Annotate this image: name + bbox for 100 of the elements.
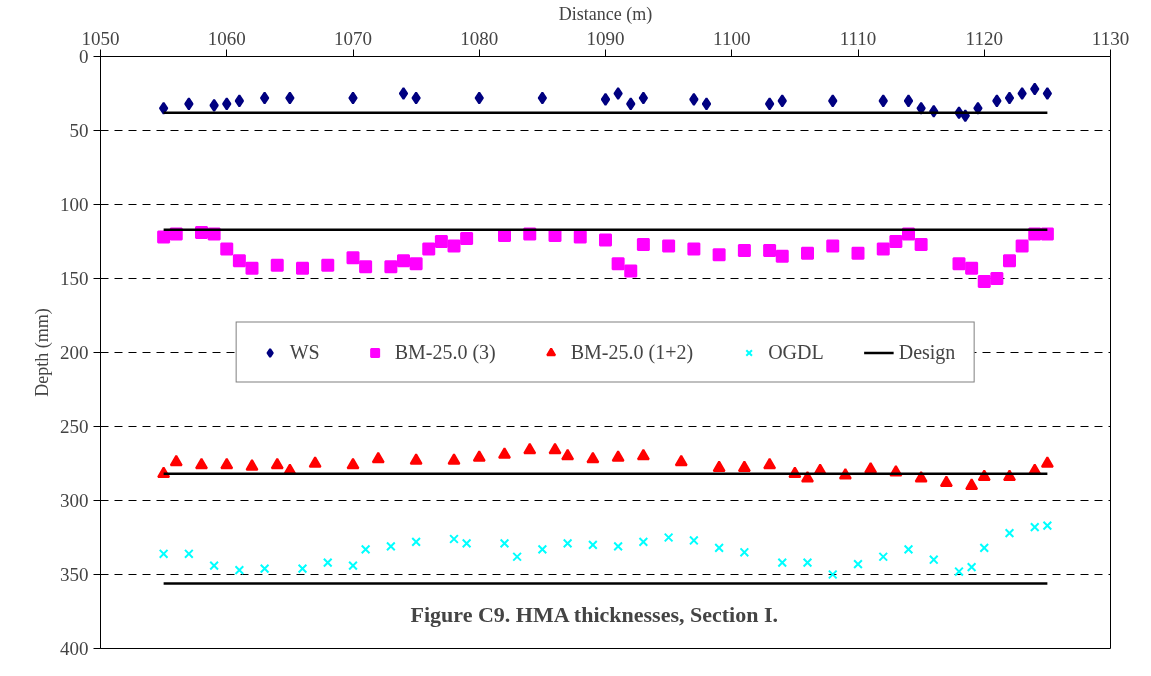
point [411, 91, 421, 105]
point [851, 246, 865, 260]
point [384, 260, 398, 274]
point [562, 538, 573, 549]
point [409, 257, 423, 271]
point [613, 87, 623, 100]
point [965, 261, 979, 275]
point [990, 272, 1004, 285]
point [737, 243, 751, 257]
point [1004, 91, 1015, 105]
point [613, 541, 624, 552]
point [297, 563, 308, 574]
point [245, 261, 259, 275]
legend-label: BM-25.0 (3) [394, 340, 496, 364]
point [1017, 87, 1027, 100]
point [992, 94, 1002, 108]
point [523, 442, 537, 455]
point [259, 91, 270, 105]
point [220, 242, 234, 256]
point [878, 551, 889, 562]
point [460, 232, 474, 246]
point [385, 541, 396, 552]
point [712, 460, 726, 473]
point [626, 97, 636, 111]
x-tick-label: 1090 [586, 27, 625, 49]
point [270, 258, 284, 272]
point [472, 450, 486, 462]
point [371, 451, 385, 464]
point [889, 235, 903, 248]
x-tick-label: 1060 [207, 27, 246, 49]
point [183, 548, 194, 559]
x-tick-label: 1130 [1091, 27, 1130, 49]
point [737, 460, 751, 473]
point [234, 565, 245, 575]
point [474, 91, 484, 105]
point [611, 450, 625, 462]
point [739, 547, 750, 558]
point [1015, 239, 1029, 253]
point [285, 91, 295, 105]
point [499, 538, 510, 549]
y-tick-label: 300 [60, 490, 89, 511]
point [296, 261, 309, 275]
point [346, 457, 360, 470]
point [270, 457, 284, 470]
point [928, 554, 939, 565]
point [801, 246, 814, 260]
legend-label: OGDL [768, 340, 824, 364]
point [1040, 456, 1054, 468]
point [864, 462, 878, 474]
point [259, 563, 270, 574]
point [663, 532, 674, 543]
point [763, 457, 777, 470]
point [234, 94, 245, 108]
point [712, 248, 726, 262]
x-tick-label: 1100 [713, 27, 751, 49]
point [434, 235, 448, 248]
legend-label: Design [898, 340, 956, 364]
point [624, 264, 638, 278]
point [689, 92, 699, 106]
point [1040, 227, 1054, 241]
y-tick-label: 100 [60, 194, 89, 215]
point [611, 257, 625, 271]
point [939, 475, 953, 487]
point [461, 538, 472, 549]
y-tick-label: 0 [79, 46, 89, 67]
point [586, 451, 600, 464]
point [826, 239, 840, 253]
point [397, 254, 410, 268]
x-axis-title: Distance (m) [558, 3, 653, 25]
point [802, 557, 813, 568]
point [348, 560, 358, 571]
point [636, 448, 650, 461]
point [232, 254, 246, 268]
point [876, 242, 890, 256]
point [714, 542, 725, 553]
point [157, 230, 171, 244]
y-tick-label: 400 [60, 638, 89, 659]
point [561, 448, 575, 461]
point [662, 239, 676, 253]
point [512, 551, 523, 562]
point [1042, 520, 1053, 531]
point [914, 237, 928, 251]
point [346, 251, 360, 265]
point [687, 242, 701, 256]
point [447, 239, 461, 253]
x-tick-label: 1050 [81, 27, 120, 49]
point [573, 230, 587, 244]
point [775, 249, 789, 263]
point [184, 97, 194, 111]
point [954, 566, 964, 577]
point [636, 237, 650, 251]
point [222, 97, 232, 111]
point [220, 457, 234, 470]
y-tick-label: 200 [60, 342, 89, 363]
point [952, 257, 966, 271]
y-tick-label: 150 [60, 268, 89, 289]
point [599, 233, 612, 247]
y-axis-title: Depth (mm) [32, 308, 53, 397]
point [966, 562, 977, 572]
point [777, 94, 787, 108]
